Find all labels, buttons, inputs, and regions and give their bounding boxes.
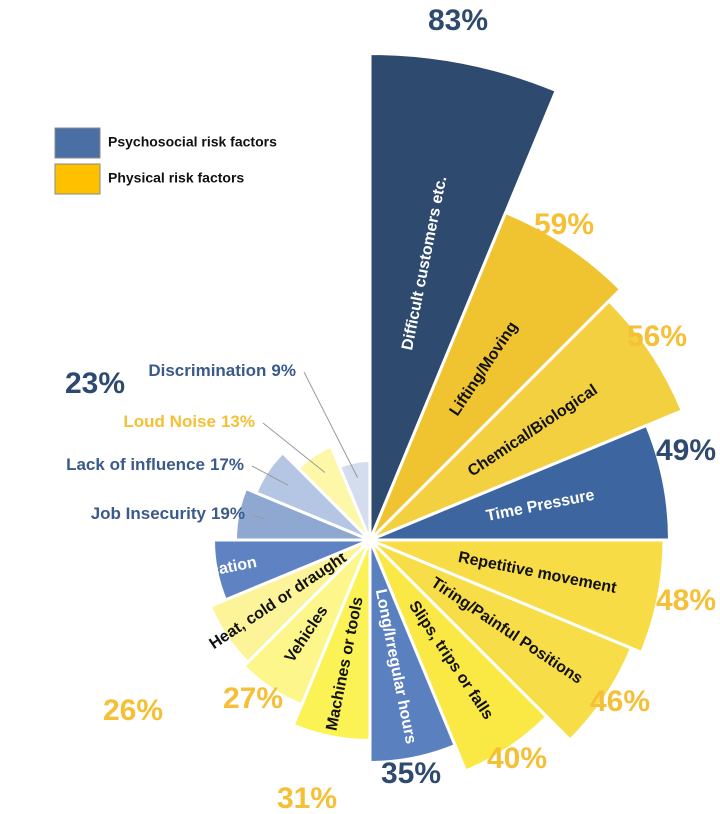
value-label: 23%: [65, 367, 125, 400]
small-label: Discrimination 9%: [148, 361, 296, 380]
small-label: Lack of influence 17%: [66, 455, 244, 474]
category-label: Job Insecurity: [91, 504, 207, 523]
leader-line: [252, 514, 265, 520]
leader-line: [262, 422, 326, 473]
category-label: Loud Noise: [123, 412, 216, 431]
legend-swatch: [54, 163, 101, 195]
value-label: 83%: [428, 4, 488, 37]
wedge: [368, 538, 633, 742]
value-label: 56%: [627, 320, 687, 353]
category-label: Discrimination: [148, 361, 266, 380]
value-label: 49%: [656, 434, 716, 467]
value-label: 40%: [487, 742, 547, 775]
value-label: 9%: [271, 361, 296, 380]
value-label: 27%: [223, 682, 283, 715]
value-label: 31%: [277, 782, 337, 814]
wedge: [254, 451, 372, 542]
leader-line: [303, 371, 359, 478]
wedge: [368, 299, 684, 542]
value-label: 46%: [590, 685, 650, 718]
leader-line: [251, 465, 289, 486]
wedge: [368, 538, 666, 655]
small-label: Job Insecurity 19%: [91, 504, 245, 523]
wedge: [368, 538, 457, 764]
value-label: 26%: [103, 694, 163, 727]
category-label: Lack of influence: [66, 455, 205, 474]
value-label: 19%: [211, 504, 245, 523]
legend-label: Psychosocial risk factors: [108, 134, 277, 150]
small-label: Loud Noise 13%: [123, 412, 255, 431]
wedge: [368, 538, 549, 773]
legend-swatch: [54, 127, 101, 159]
wedge: [212, 538, 372, 602]
wedge: [242, 538, 372, 707]
value-label: 48%: [656, 584, 716, 617]
value-label: 35%: [381, 757, 441, 790]
value-label: 59%: [534, 208, 594, 241]
value-label: 13%: [221, 412, 255, 431]
wedge: [368, 52, 558, 542]
wedge: [296, 444, 372, 542]
wedge: [338, 459, 372, 542]
value-label: 17%: [210, 455, 244, 474]
legend-label: Physical risk factors: [108, 170, 244, 186]
wedge: [368, 423, 671, 542]
wedge: [368, 210, 623, 542]
wedge: [208, 538, 372, 664]
